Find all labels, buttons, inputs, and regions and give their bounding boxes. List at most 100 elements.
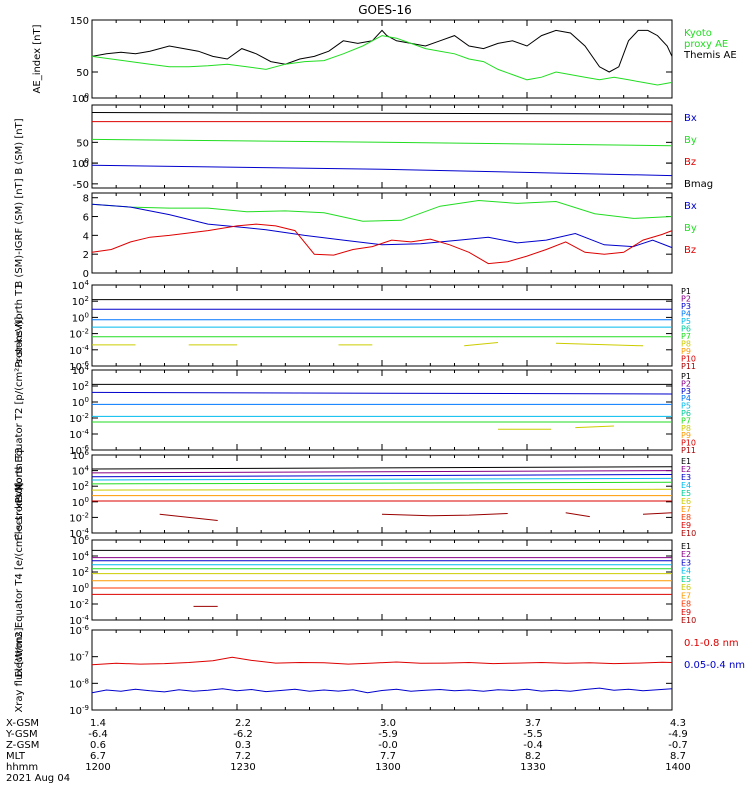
legend-entry: E2 [681, 465, 691, 474]
x-axis-row-label: hhmm [6, 762, 38, 773]
y-tick-label: 0 [83, 159, 89, 170]
y-tick-label: 102 [72, 380, 89, 393]
legend-entry: Bz [684, 157, 696, 168]
legend-entry: P8 [681, 340, 691, 349]
legend-entry: P3 [681, 302, 691, 311]
panel-frame [91, 284, 673, 367]
x-axis-row-value: 7.2 [235, 751, 251, 762]
y-tick-label: 104 [72, 550, 90, 563]
x-axis-row-value: 3.0 [380, 718, 396, 729]
series-line-bz [91, 223, 673, 265]
y-tick-label: 104 [72, 364, 90, 377]
x-axis-row-value: -4.9 [668, 729, 688, 740]
y-tick-label: 50 [76, 68, 89, 79]
legend-entry: P2 [681, 295, 691, 304]
x-axis-row-value: 7.7 [380, 751, 396, 762]
legend-entry: P9 [681, 431, 691, 440]
series-line-e10 [642, 512, 673, 515]
legend-entry: P5 [681, 317, 691, 326]
y-tick-label: 150 [70, 16, 89, 27]
y-tick-label: 0 [83, 269, 89, 280]
series-line-e6 [91, 488, 673, 491]
y-tick-label: 100 [72, 582, 89, 595]
y-tick-label: 100 [72, 496, 89, 509]
x-axis-row-value: -0.7 [668, 740, 688, 751]
series-line-by [91, 138, 673, 147]
plot-title: GOES-16 [358, 3, 412, 17]
legend-entry: E5 [681, 489, 691, 498]
x-axis-row-value: 8.7 [670, 751, 686, 762]
y-tick-label: -50 [73, 180, 89, 191]
legend-entry: E10 [681, 616, 696, 625]
x-axis-row-value: -0.4 [523, 740, 543, 751]
legend-entry: E7 [681, 591, 691, 600]
legend-entry: 0.05-0.4 nm [684, 660, 745, 671]
series-line-p8 [575, 425, 615, 429]
legend-entry: By [684, 223, 697, 234]
series-line-e4 [91, 477, 673, 481]
series-line-kyoto-proxy-ae [91, 35, 673, 86]
legend-entry: P7 [681, 332, 691, 341]
y-axis-label: Xray flux [W/m2] [14, 627, 25, 712]
panel-frame [91, 369, 673, 451]
series-line-p8 [555, 342, 644, 347]
series-line-0-1-0-8-nm [91, 656, 673, 666]
series-line-0-05-0-4-nm [91, 687, 673, 694]
legend-entry: P1 [681, 287, 691, 296]
x-axis-row-value: 8.2 [525, 751, 541, 762]
x-axis-row-value: 4.3 [670, 718, 686, 729]
legend-entry: E9 [681, 608, 691, 617]
x-axis-row-value: 1200 [85, 762, 110, 773]
series-line-e10 [565, 512, 590, 518]
series-line-e1 [91, 466, 673, 470]
legend-entry: E10 [681, 529, 696, 538]
x-axis-row-value: 6.7 [90, 751, 106, 762]
legend-entry: P2 [681, 379, 691, 388]
panel-frame [91, 539, 673, 621]
legend-entry: P11 [681, 446, 696, 455]
y-axis-label: B (SM) [nT] [14, 118, 25, 174]
legend-entry: P10 [681, 355, 696, 364]
series-line-e5 [91, 481, 673, 485]
panel-3: 0 2 4 6 8 B (SM)-IGRF (SM) [nT] Bx By Bz [14, 178, 697, 287]
y-tick-label: 102 [72, 566, 89, 579]
y-tick-label: 10-9 [69, 704, 89, 717]
legend-entry: By [684, 135, 697, 146]
x-axis-row-value: -0.0 [378, 740, 398, 751]
legend-entry: Bmag [684, 179, 713, 190]
x-axis-row-label: Z-GSM [6, 740, 39, 751]
x-axis-row-value: 0.3 [235, 740, 251, 751]
panel-frame [91, 104, 673, 189]
legend-entry: 0.1-0.8 nm [684, 638, 739, 649]
x-axis-row-label: X-GSM [6, 718, 39, 729]
legend-entry: P1 [681, 372, 691, 381]
legend-entry: E1 [681, 457, 691, 466]
legend-entry: E4 [681, 567, 691, 576]
legend-entry: P10 [681, 439, 696, 448]
x-axis-row-value: 0.6 [90, 740, 106, 751]
y-tick-label: 104 [72, 465, 90, 478]
legend-entry: E3 [681, 558, 691, 567]
series-line-bx [91, 203, 673, 249]
y-tick-label: 10-2 [69, 511, 89, 524]
legend-entry: P7 [681, 416, 691, 425]
x-axis-row-value: -5.9 [378, 729, 398, 740]
y-axis-label: Protons Equator T2 [p/(cm²-s-sr-keV)] [14, 317, 25, 504]
legend-entry: E6 [681, 497, 691, 506]
y-tick-label: 10-4 [69, 344, 89, 357]
legend-entry: E3 [681, 473, 691, 482]
x-axis-row-value: -6.4 [88, 729, 108, 740]
legend-entry: E6 [681, 583, 691, 592]
y-axis-label: Electrons Equator T4 [e/(cm²-s-sr-keV)] [14, 482, 25, 677]
legend-entry: E8 [681, 513, 691, 522]
y-axis-label: B (SM)-IGRF (SM) [nT] [14, 178, 25, 287]
series-line-bmag [91, 112, 673, 115]
x-axis-row-value: 1300 [375, 762, 400, 773]
series-line-p3 [91, 391, 673, 395]
x-axis-row-value: 1330 [520, 762, 545, 773]
